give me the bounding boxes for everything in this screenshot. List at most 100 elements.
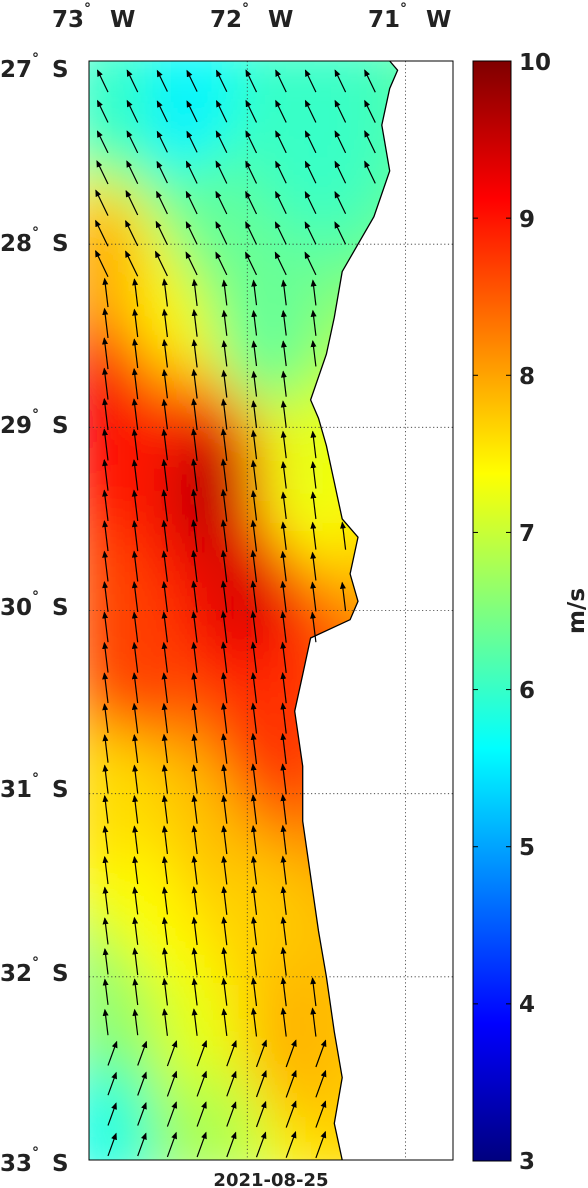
field-cell [89,83,90,106]
wind-arrow [161,611,168,643]
field-cell [155,1007,178,1030]
wind-arrow [131,398,139,430]
field-cell [331,149,354,172]
wind-arrow [107,1040,118,1066]
field-cell [287,149,310,172]
wind-arrow [191,733,198,764]
field-cell [133,127,156,150]
field-cell [133,677,156,700]
wind-arrow [220,610,228,644]
lat-32-hemi: S [52,961,69,987]
wind-arrow [221,340,228,367]
field-cell [243,105,266,128]
wind-arrow [280,916,287,946]
wind-arrow [161,278,168,307]
field-cell [133,193,156,216]
field-cell [89,171,90,194]
field-cell [89,1007,90,1030]
lat-31-hemi: S [52,777,69,803]
field-cell [155,1073,178,1096]
field-cell [89,435,90,458]
colorbar-tick-5: 5 [519,835,535,861]
lat-27-hemi: S [52,57,69,83]
field-cell [265,897,288,920]
field-cell [177,369,200,392]
field-cell [199,809,222,832]
wind-arrow [304,191,317,214]
wind-arrow [156,190,168,215]
field-cell [221,1051,244,1074]
wind-arrow [280,580,287,613]
field-cell [441,61,453,62]
field-cell [199,721,222,744]
wind-arrow [315,1100,327,1128]
wind-arrow [191,672,198,704]
field-cell [199,105,222,128]
wind-arrow [251,309,258,336]
wind-arrow [161,580,168,612]
wind-arrow [215,221,228,245]
field-cell [133,523,156,546]
wind-arrow [126,69,139,93]
wind-arrow [250,825,258,855]
field-cell [177,831,200,854]
field-cell [111,259,134,282]
wind-arrow [132,825,139,854]
field-cell [133,963,156,986]
field-cell [221,523,244,546]
field-cell [199,963,222,986]
field-cell [353,105,376,128]
wind-arrow [280,491,287,520]
wind-arrow [280,521,287,550]
field-cell [111,941,134,964]
field-cell [89,567,112,590]
field-cell [265,875,288,898]
field-cell [155,259,178,282]
field-cell [133,1139,156,1160]
field-cell [265,919,288,942]
field-cell [199,567,222,590]
wind-arrow [102,277,109,308]
lat-27-degree-sign: ° [32,51,39,67]
wind-arrow [131,611,139,643]
field-cell [133,545,156,568]
wind-arrow [107,1071,117,1096]
field-cell [111,281,134,304]
wind-arrow [304,251,317,276]
wind-arrow [185,190,198,215]
wind-arrow [250,672,258,704]
field-cell [111,523,134,546]
wind-arrow [310,340,317,367]
wind-arrow [310,279,317,306]
field-cell [133,281,156,304]
field-cell [265,831,288,854]
field-cell [199,875,222,898]
lat-27-deg: 27 [0,57,32,83]
field-cell [287,501,310,524]
field-cell [331,545,354,568]
field-cell [89,61,112,62]
field-cell [265,1051,288,1074]
field-cell [155,435,178,458]
field-cell [331,523,354,546]
lat-30-degree-sign: ° [32,589,39,605]
field-cell [89,677,112,700]
field-cell [177,941,200,964]
field-cell [89,941,112,964]
field-cell [199,127,222,150]
wind-arrow [220,519,228,552]
field-cell [331,589,354,612]
wind-arrow [131,520,139,552]
wind-arrow [196,1131,207,1158]
field-cell [287,215,310,238]
field-cell [89,633,112,656]
wind-arrow [132,764,139,794]
field-cell [199,281,222,304]
wind-arrow [250,732,258,765]
field-cell [89,237,112,260]
wind-arrow [285,1039,297,1068]
wind-arrow [215,160,228,184]
field-cell [155,61,178,62]
lat-29-deg: 29 [0,413,32,439]
wind-arrow [161,641,168,673]
